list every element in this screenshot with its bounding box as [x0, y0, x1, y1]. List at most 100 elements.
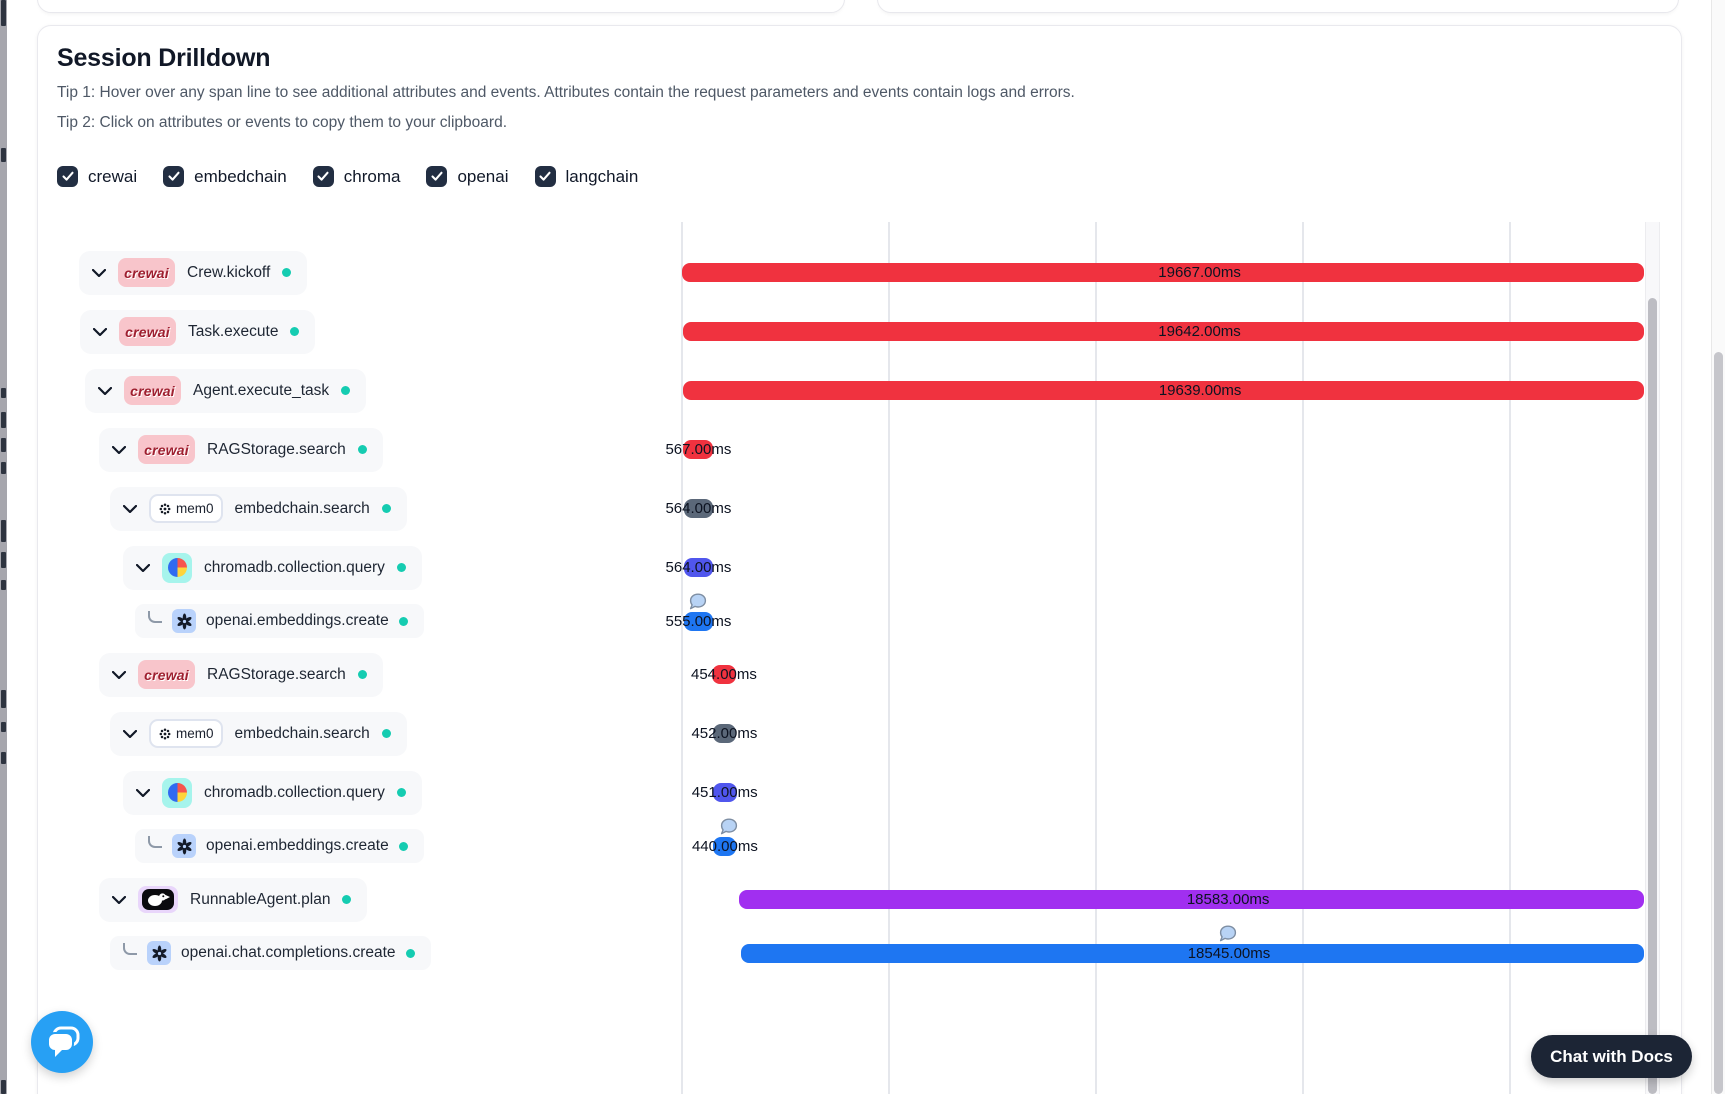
span-label-pill[interactable]: crewai RAGStorage.search	[99, 652, 383, 697]
background-strip-mark	[1, 552, 6, 568]
tree-elbow-connector-icon	[123, 943, 137, 955]
span-row[interactable]: 19667.00ms crewai Crew.kickoff	[0, 243, 1644, 302]
span-duration-label: 564.00ms	[665, 500, 732, 517]
span-duration-label: 452.00ms	[691, 725, 758, 742]
span-label-pill[interactable]: crewai RAGStorage.search	[99, 427, 383, 472]
span-row[interactable]: 18545.00ms openai.chat.completions.create	[0, 925, 1644, 977]
chart-scrollbar-thumb[interactable]	[1648, 298, 1657, 1094]
timeline-gridline	[1302, 222, 1304, 1094]
library-filter-langchain[interactable]: langchain	[534, 166, 639, 187]
library-filter-crewai[interactable]: crewai	[57, 166, 137, 187]
chroma-circle-icon	[167, 558, 187, 577]
event-bubble-icon[interactable]	[688, 593, 707, 611]
span-duration-bar[interactable]	[713, 836, 737, 856]
span-row[interactable]: 452.00ms mem0 embedchain.search	[0, 704, 1644, 763]
background-strip-mark	[1, 0, 6, 26]
span-duration-bar[interactable]	[682, 263, 1644, 282]
chevron-down-icon[interactable]	[92, 268, 106, 277]
span-label-pill[interactable]: openai.embeddings.create	[135, 604, 424, 638]
span-name: embedchain.search	[234, 724, 370, 742]
span-label-pill[interactable]: mem0 embedchain.search	[110, 711, 407, 756]
page-title: Session Drilldown	[57, 44, 271, 72]
span-label-pill[interactable]: crewai Agent.execute_task	[85, 368, 367, 413]
chevron-down-icon[interactable]	[98, 386, 112, 395]
chevron-down-icon[interactable]	[136, 563, 150, 572]
span-row[interactable]: 440.00ms openai.embeddings.create	[0, 818, 1644, 870]
chroma-circle-icon	[167, 783, 187, 802]
span-name: Task.execute	[188, 322, 279, 340]
chevron-down-icon[interactable]	[112, 445, 126, 454]
chroma-logo	[162, 552, 192, 583]
span-label-pill[interactable]: chromadb.collection.query	[123, 545, 422, 590]
span-label-pill[interactable]: crewai Crew.kickoff	[79, 250, 308, 295]
filter-label: embedchain	[194, 166, 287, 186]
event-bubble-icon[interactable]	[719, 818, 738, 836]
span-duration-bar[interactable]	[683, 381, 1644, 400]
span-row[interactable]: 555.00ms openai.embeddings.create	[0, 593, 1644, 645]
span-duration-bar[interactable]	[740, 943, 1644, 963]
span-name: RAGStorage.search	[207, 665, 346, 683]
library-filter-chroma[interactable]: chroma	[312, 166, 400, 187]
span-label-pill[interactable]: crewai Task.execute	[80, 309, 316, 354]
span-duration-bar[interactable]	[683, 558, 714, 577]
chat-widget-button[interactable]	[31, 1011, 93, 1073]
chart-scrollbar-track	[1645, 222, 1660, 1094]
span-row[interactable]: 564.00ms chromadb.collection.query	[0, 538, 1644, 597]
checkbox-crewai[interactable]	[57, 166, 78, 187]
langchain-parrot-icon	[142, 889, 174, 910]
checkbox-openai[interactable]	[426, 166, 448, 187]
background-strip-mark	[1, 722, 6, 732]
chat-with-docs-button[interactable]: Chat with Docs	[1531, 1035, 1692, 1078]
span-row[interactable]: 451.00ms chromadb.collection.query	[0, 763, 1644, 822]
span-label-pill[interactable]: chromadb.collection.query	[123, 770, 422, 815]
timeline-gridline	[1509, 222, 1511, 1094]
span-row[interactable]: 564.00ms mem0 embedchain.search	[0, 479, 1644, 538]
chevron-down-icon[interactable]	[93, 327, 107, 336]
span-duration-label: 451.00ms	[691, 784, 758, 801]
span-row[interactable]: 19639.00ms crewai Agent.execute_task	[0, 361, 1644, 420]
checkbox-embedchain[interactable]	[163, 166, 185, 187]
span-name: RAGStorage.search	[207, 440, 346, 458]
span-row[interactable]: 19642.00ms crewai Task.execute	[0, 302, 1644, 361]
chevron-down-icon[interactable]	[123, 504, 137, 513]
chevron-down-icon[interactable]	[112, 895, 126, 904]
checkbox-langchain[interactable]	[534, 166, 556, 187]
span-duration-bar[interactable]	[683, 440, 714, 459]
tip-2: Tip 2: Click on attributes or events to …	[57, 114, 507, 131]
span-name: chromadb.collection.query	[204, 558, 385, 576]
filter-label: langchain	[565, 166, 639, 186]
library-filter-openai[interactable]: openai	[426, 166, 509, 187]
checkbox-chroma[interactable]	[312, 166, 334, 187]
background-strip-mark	[1, 580, 6, 590]
openai-logo	[172, 834, 196, 858]
page-scrollbar-thumb[interactable]	[1714, 352, 1723, 1094]
span-row[interactable]: 567.00ms crewai RAGStorage.search	[0, 420, 1644, 479]
top-card-stub-left	[37, 0, 845, 13]
span-label-pill[interactable]: mem0 embedchain.search	[110, 486, 407, 531]
span-name: Crew.kickoff	[187, 263, 271, 281]
span-duration-label: 564.00ms	[665, 559, 732, 576]
span-label-pill[interactable]: openai.chat.completions.create	[110, 936, 431, 970]
library-filter-embedchain[interactable]: embedchain	[163, 166, 287, 187]
crewai-logo: crewai	[138, 435, 195, 464]
event-bubble-icon[interactable]	[1218, 925, 1237, 943]
span-duration-bar[interactable]	[712, 665, 736, 684]
span-label-pill[interactable]: RunnableAgent.plan	[99, 877, 368, 922]
span-duration-bar[interactable]	[682, 322, 1644, 341]
span-duration-bar[interactable]	[739, 890, 1644, 909]
span-duration-bar[interactable]	[683, 611, 714, 631]
filter-label: crewai	[88, 166, 138, 186]
span-duration-label: 18545.00ms	[1187, 944, 1271, 962]
span-row[interactable]: 454.00ms crewai RAGStorage.search	[0, 645, 1644, 704]
span-duration-bar[interactable]	[683, 499, 714, 518]
span-duration-bar[interactable]	[712, 724, 737, 743]
span-label-pill[interactable]: openai.embeddings.create	[135, 829, 424, 863]
chevron-down-icon[interactable]	[136, 788, 150, 797]
mem0-flower-icon	[158, 502, 172, 516]
crewai-logo: crewai	[124, 376, 181, 405]
chevron-down-icon[interactable]	[123, 729, 137, 738]
span-duration-bar[interactable]	[712, 783, 737, 802]
chevron-down-icon[interactable]	[112, 670, 126, 679]
span-row[interactable]: 18583.00ms RunnableAgent.plan	[0, 870, 1644, 929]
